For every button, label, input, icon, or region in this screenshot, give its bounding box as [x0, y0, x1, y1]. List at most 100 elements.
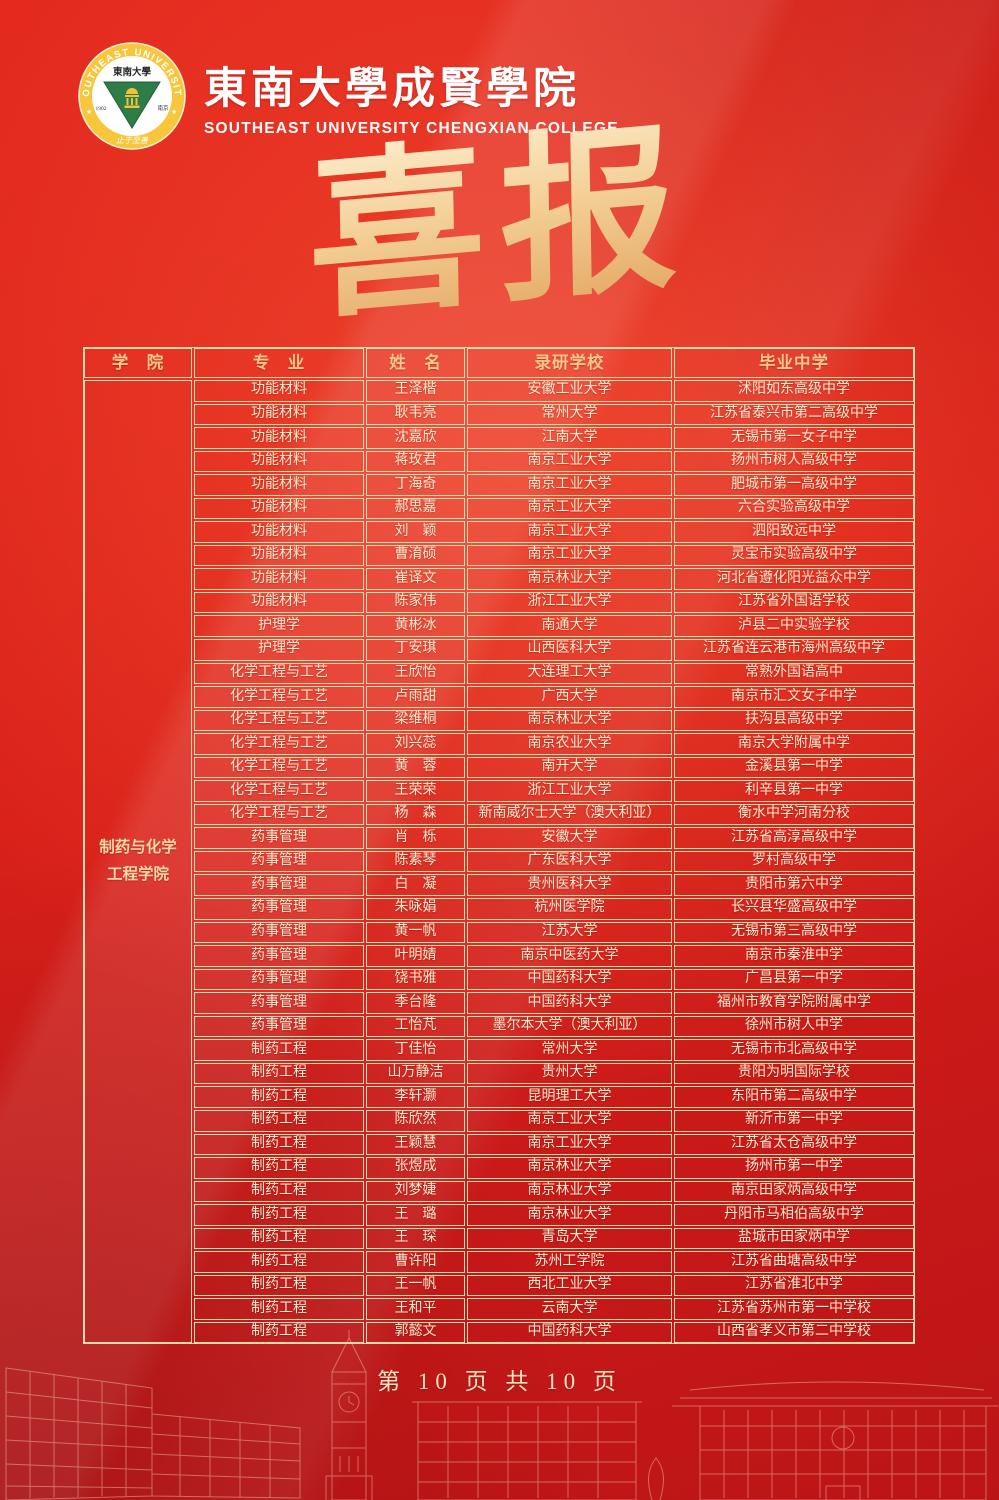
highschool-cell: 新沂市第一中学 — [674, 1109, 914, 1132]
name-cell: 朱咏娟 — [366, 898, 465, 920]
name-cell: 王欣怡 — [366, 662, 465, 685]
seal-star-left: ★ — [86, 108, 92, 116]
name-cell: 王 璐 — [366, 1204, 465, 1226]
school-cell: 山西医科大学 — [467, 639, 672, 661]
highschool-cell: 南京大学附属中学 — [674, 733, 914, 755]
highschool-cell: 贵阳为明国际学校 — [674, 1062, 914, 1085]
highschool-cell: 贵阳市第六中学 — [674, 874, 914, 897]
name-cell: 王颖慧 — [366, 1133, 465, 1156]
school-cell: 青岛大学 — [467, 1227, 672, 1250]
school-cell: 中国药科大学 — [467, 968, 672, 991]
school-cell: 中国药科大学 — [467, 992, 672, 1014]
name-cell: 刘兴蕊 — [366, 733, 465, 755]
major-cell: 制药工程 — [194, 1274, 364, 1297]
name-cell: 蒋玫君 — [366, 450, 465, 473]
school-cell: 浙江工业大学 — [467, 591, 672, 614]
highschool-cell: 南京市汇文女子中学 — [674, 686, 914, 708]
major-cell: 功能材料 — [194, 380, 364, 402]
major-cell: 功能材料 — [194, 591, 364, 614]
highschool-cell: 扶沟县高级中学 — [674, 709, 914, 732]
highschool-cell: 江苏省连云港市海州高级中学 — [674, 639, 914, 661]
school-cell: 江南大学 — [467, 427, 672, 449]
name-cell: 刘 颖 — [366, 521, 465, 543]
name-cell: 丁安琪 — [366, 639, 465, 661]
school-cell: 浙江工业大学 — [467, 780, 672, 802]
major-cell: 药事管理 — [194, 1015, 364, 1038]
major-cell: 药事管理 — [194, 850, 364, 873]
seal-building-icon — [124, 88, 140, 108]
mid-building-art — [412, 1402, 663, 1500]
school-cell: 南京工业大学 — [467, 1133, 672, 1156]
highschool-cell: 东阳市第二高级中学 — [674, 1086, 914, 1108]
major-cell: 护理学 — [194, 639, 364, 661]
highschool-cell: 江苏省外国语学校 — [674, 591, 914, 614]
major-cell: 制药工程 — [194, 1086, 364, 1108]
school-cell: 墨尔本大学（澳大利亚） — [467, 1015, 672, 1038]
major-cell: 化学工程与工艺 — [194, 780, 364, 802]
name-cell: 曹淯硕 — [366, 544, 465, 567]
school-cell: 南京农业大学 — [467, 733, 672, 755]
column-header-major: 专 业 — [194, 348, 364, 378]
column-header-college: 学 院 — [84, 348, 192, 378]
name-cell: 崔译文 — [366, 568, 465, 590]
header: SOUTHEAST UNIVERSITY 東南大學 1902 南京 止于至善 ★… — [78, 42, 619, 150]
name-cell: 耿韦亮 — [366, 403, 465, 426]
school-cell: 安徽大学 — [467, 827, 672, 849]
name-cell: 陈素琴 — [366, 850, 465, 873]
school-cell: 南京中医药大学 — [467, 945, 672, 967]
admissions-table: 学 院 专 业 姓 名 录研学校 毕业中学 制药与化学 工程学院 功能材料 王泽楷… — [83, 347, 915, 1345]
school-cell: 南京工业大学 — [467, 450, 672, 473]
highschool-cell: 罗村高级中学 — [674, 850, 914, 873]
school-cell: 安徽工业大学 — [467, 380, 672, 402]
name-cell: 卢雨甜 — [366, 686, 465, 708]
school-cell: 南京工业大学 — [467, 497, 672, 520]
college-name-en: SOUTHEAST UNIVERSITY CHENGXIAN COLLEGE — [204, 120, 619, 137]
highschool-cell: 广昌县第一中学 — [674, 968, 914, 991]
name-cell: 王荣荣 — [366, 780, 465, 802]
name-cell: 丁佳怡 — [366, 1039, 465, 1061]
school-cell: 南京林业大学 — [467, 568, 672, 590]
school-cell: 广东医科大学 — [467, 850, 672, 873]
name-cell: 杨 森 — [366, 803, 465, 826]
highschool-cell: 福州市教育学院附属中学 — [674, 992, 914, 1014]
major-cell: 功能材料 — [194, 568, 364, 590]
highschool-cell: 江苏省泰兴市第二高级中学 — [674, 403, 914, 426]
column-header-highschool: 毕业中学 — [674, 348, 914, 378]
name-cell: 山万静洁 — [366, 1062, 465, 1085]
school-cell: 西北工业大学 — [467, 1274, 672, 1297]
name-cell: 李轩灏 — [366, 1086, 465, 1108]
name-cell: 梁维桐 — [366, 709, 465, 732]
major-cell: 制药工程 — [194, 1109, 364, 1132]
highschool-cell: 扬州市第一中学 — [674, 1157, 914, 1179]
name-cell: 工怡芃 — [366, 1015, 465, 1038]
major-cell: 制药工程 — [194, 1204, 364, 1226]
school-cell: 大连理工大学 — [467, 662, 672, 685]
school-cell: 南京工业大学 — [467, 1109, 672, 1132]
major-cell: 制药工程 — [194, 1062, 364, 1085]
seal-city: 南京 — [157, 104, 169, 112]
name-cell: 郭懿文 — [366, 1321, 465, 1344]
school-cell: 云南大学 — [467, 1298, 672, 1320]
college-name-zh: 東南大學成賢學院 — [204, 66, 580, 113]
tree-art — [649, 1458, 664, 1500]
major-cell: 化学工程与工艺 — [194, 709, 364, 732]
highschool-cell: 山西省孝义市第二中学校 — [674, 1321, 914, 1344]
name-cell: 黄一帆 — [366, 921, 465, 944]
school-cell: 南京林业大学 — [467, 709, 672, 732]
highschool-cell: 江苏省高淳高级中学 — [674, 827, 914, 849]
major-cell: 药事管理 — [194, 945, 364, 967]
highschool-cell: 江苏省淮北中学 — [674, 1274, 914, 1297]
major-cell: 化学工程与工艺 — [194, 803, 364, 826]
highschool-cell: 泗阳致远中学 — [674, 521, 914, 543]
major-cell: 药事管理 — [194, 827, 364, 849]
name-cell: 季台隆 — [366, 992, 465, 1014]
major-cell: 药事管理 — [194, 968, 364, 991]
college-cell: 制药与化学 工程学院 — [84, 380, 192, 1344]
highschool-cell: 丹阳市马相伯高级中学 — [674, 1204, 914, 1226]
highschool-cell: 南京田家炳高级中学 — [674, 1180, 914, 1203]
school-cell: 南京工业大学 — [467, 474, 672, 496]
major-cell: 制药工程 — [194, 1227, 364, 1250]
name-cell: 王和平 — [366, 1298, 465, 1320]
highschool-cell: 扬州市树人高级中学 — [674, 450, 914, 473]
